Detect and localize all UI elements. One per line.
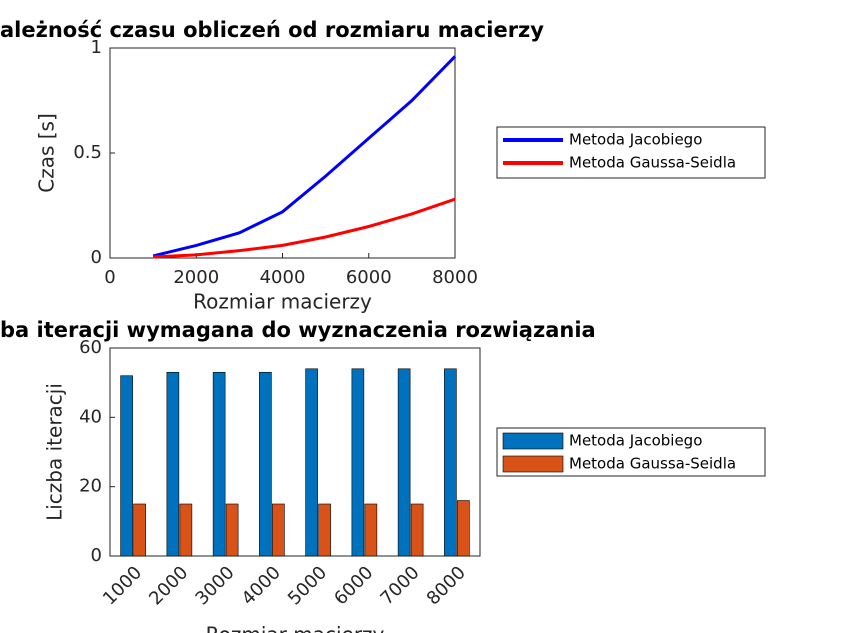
bar [410,503,424,557]
y-tick-label: 20 [79,476,102,497]
bar [120,375,133,557]
bar [444,368,457,557]
x-tick-label: 2000 [173,267,219,288]
y-axis-label: Liczba iteracji [43,383,67,521]
x-axis-label: Rozmiar macierzy [193,290,372,314]
y-tick-label: 1 [91,37,102,58]
bar [272,503,285,557]
line-series [153,197,456,259]
x-tick-label: 1000 [99,562,146,609]
legend-swatch [502,432,564,450]
y-tick-label: 40 [79,406,102,427]
legend-label: Metoda Jacobiego [569,131,702,149]
axes-box [109,347,481,557]
x-tick-label: 8000 [423,562,470,609]
y-axis-label: Czas [s] [35,113,59,193]
bar [179,503,193,557]
legend-label: Metoda Gaussa-Seidla [569,154,736,172]
chart-title: ależność czasu obliczeń od rozmiaru maci… [0,18,544,42]
y-tick-label: 0 [91,545,102,566]
x-tick-label: 3000 [191,562,238,609]
y-tick-label: 60 [79,337,102,358]
x-tick-label: 6000 [346,267,392,288]
x-tick-label: 6000 [330,562,377,609]
legend-label: Metoda Gaussa-Seidla [569,455,736,473]
y-tick-label: 0.5 [73,142,102,163]
bar [212,371,226,557]
bar [397,368,411,557]
x-axis-label: Rozmiar macierzy [206,623,385,633]
bar [133,503,146,557]
legend-label: Metoda Jacobiego [569,432,702,450]
chart-title: ba iteracji wymagana do wyznaczenia rozw… [0,318,596,342]
y-tick-label: 0 [91,247,102,268]
bar [351,368,365,557]
x-tick-label: 4000 [238,562,285,609]
x-tick-label: 8000 [432,267,478,288]
x-tick-label: 0 [104,267,115,288]
bar [166,371,180,557]
bar [259,371,272,557]
bar [305,368,318,557]
axes-box [109,47,456,259]
bar [225,503,239,557]
line-series [152,55,457,258]
x-tick-label: 4000 [260,267,306,288]
bar [318,503,331,557]
bar [364,503,378,557]
legend-box [496,126,766,179]
x-tick-label: 2000 [145,562,192,609]
bar [457,500,470,557]
x-tick-label: 7000 [376,562,423,609]
x-tick-label: 5000 [284,562,331,609]
legend-swatch [502,455,564,473]
